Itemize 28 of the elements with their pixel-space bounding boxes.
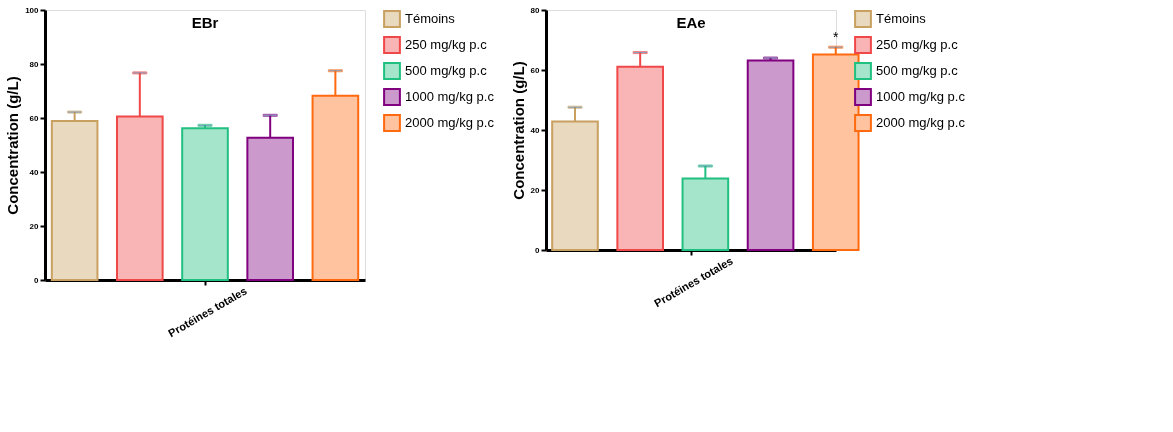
legend-label: 2000 mg/kg p.c [876, 115, 966, 130]
y-tick-label: 0 [34, 275, 40, 285]
y-tick-label: 40 [530, 125, 541, 135]
y-tick-label: 40 [29, 167, 40, 177]
legend-label: 500 mg/kg p.c [405, 63, 488, 78]
legend-label: 1000 mg/kg p.c [405, 89, 495, 104]
legend-label: 1000 mg/kg p.c [876, 89, 966, 104]
legend-label: 250 mg/kg p.c [405, 37, 488, 52]
chart-title: EAe [676, 14, 706, 31]
legend-label: 250 mg/kg p.c [876, 37, 959, 52]
bar [746, 59, 795, 251]
y-tick-label: 20 [530, 185, 541, 195]
y-tick-label: 80 [29, 59, 40, 69]
y-tick-label: 60 [29, 113, 40, 123]
y-tick-label: 60 [530, 65, 541, 75]
y-tick-label: 80 [530, 5, 541, 15]
y-axis-title: Concentration (g/L) [4, 76, 22, 215]
legend-label: Témoins [876, 11, 927, 26]
y-tick-label: 0 [535, 245, 541, 255]
y-tick-label: 20 [29, 221, 40, 231]
legend-label: 2000 mg/kg p.c [405, 115, 495, 130]
y-tick-label: 100 [25, 5, 40, 15]
legend-label: 500 mg/kg p.c [876, 63, 959, 78]
y-axis-title: Concentration (g/L) [509, 61, 527, 200]
bar [181, 127, 229, 281]
annotation: * [833, 29, 840, 46]
legend-label: Témoins [405, 11, 456, 26]
chart-title: EBr [191, 14, 219, 31]
